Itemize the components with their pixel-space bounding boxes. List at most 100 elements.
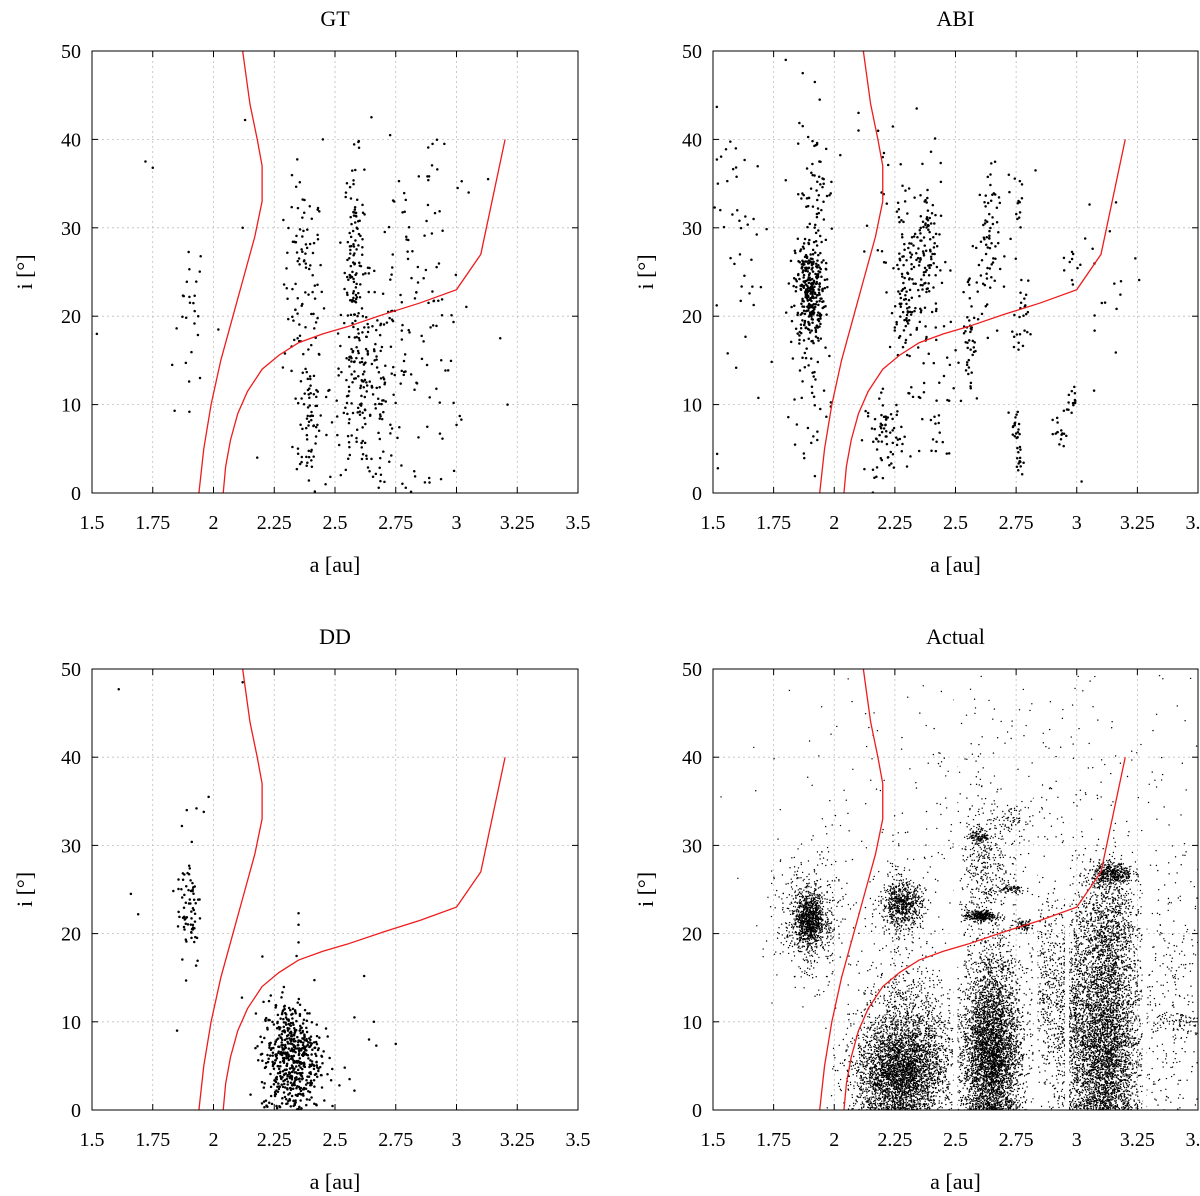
- data-point: [282, 1082, 286, 1086]
- data-point: [913, 309, 916, 313]
- data-point: [910, 296, 914, 300]
- data-point: [310, 418, 313, 422]
- data-point: [810, 299, 813, 303]
- data-point: [353, 262, 357, 265]
- data-point: [284, 1046, 288, 1049]
- data-point: [394, 401, 397, 405]
- data-point: [305, 246, 309, 250]
- data-point: [819, 910, 821, 912]
- data-point: [929, 902, 932, 904]
- data-point: [198, 917, 202, 920]
- x-tick-label: 1.75: [135, 1129, 170, 1151]
- data-point: [885, 898, 888, 901]
- data-point: [794, 920, 796, 922]
- data-point: [815, 212, 819, 216]
- data-point: [919, 215, 923, 218]
- data-point: [798, 925, 801, 927]
- data-point: [724, 148, 728, 151]
- data-point: [782, 951, 784, 953]
- data-point: [908, 919, 911, 921]
- data-point: [895, 899, 897, 901]
- data-point: [908, 288, 912, 292]
- data-point: [814, 239, 818, 243]
- data-point: [298, 1003, 302, 1006]
- data-point: [289, 1008, 292, 1012]
- data-point: [302, 403, 306, 406]
- data-point: [806, 948, 808, 951]
- data-point: [997, 230, 1000, 234]
- data-point: [302, 1018, 306, 1021]
- data-point: [305, 370, 308, 374]
- data-point: [431, 290, 434, 293]
- data-point: [298, 1105, 301, 1109]
- data-point: [794, 894, 797, 897]
- data-point: [420, 357, 424, 361]
- data-point: [807, 281, 811, 285]
- data-point: [880, 458, 884, 462]
- data-point: [404, 486, 408, 489]
- data-point: [312, 1041, 316, 1044]
- data-point: [308, 375, 312, 378]
- data-point: [292, 1034, 296, 1037]
- data-point: [417, 436, 420, 439]
- data-point: [293, 1080, 296, 1083]
- data-point: [308, 242, 312, 246]
- data-point: [297, 941, 300, 944]
- data-point: [310, 312, 313, 316]
- data-point: [815, 300, 819, 304]
- data-point: [860, 1079, 862, 1081]
- data-point: [435, 387, 438, 391]
- data-point: [427, 476, 431, 480]
- data-point: [816, 899, 818, 902]
- data-point: [815, 885, 817, 887]
- data-point: [336, 332, 340, 335]
- data-point: [279, 1050, 283, 1054]
- data-point: [925, 201, 928, 204]
- data-point: [802, 276, 805, 279]
- data-point: [345, 291, 349, 295]
- data-point: [826, 884, 829, 887]
- data-point: [810, 938, 813, 940]
- data-point: [912, 937, 914, 939]
- data-point: [344, 468, 348, 472]
- data-point: [353, 252, 356, 255]
- data-point: [359, 386, 362, 390]
- data-point: [848, 955, 850, 957]
- data-point: [787, 947, 790, 949]
- data-point: [828, 928, 830, 930]
- data-point: [820, 885, 822, 888]
- data-point: [357, 351, 360, 355]
- data-point: [183, 918, 187, 921]
- data-point: [804, 895, 807, 898]
- data-point: [314, 442, 317, 445]
- data-point: [1056, 430, 1059, 434]
- data-point: [1017, 422, 1021, 426]
- data-point: [804, 913, 807, 915]
- data-point: [807, 315, 811, 318]
- data-point: [896, 927, 898, 929]
- data-point: [348, 445, 351, 449]
- data-point: [926, 209, 930, 212]
- data-point: [919, 917, 922, 920]
- data-point: [912, 265, 916, 269]
- data-point: [822, 947, 825, 950]
- data-point: [892, 266, 895, 270]
- x-tick-label: 1.75: [756, 512, 791, 534]
- data-point: [803, 351, 807, 355]
- data-point: [888, 933, 891, 935]
- data-point: [825, 864, 827, 867]
- data-point: [1022, 461, 1025, 465]
- data-point: [866, 415, 870, 418]
- data-point: [819, 945, 822, 947]
- data-point: [830, 227, 834, 230]
- data-point: [813, 174, 816, 177]
- data-point: [269, 1094, 273, 1098]
- data-point: [486, 177, 490, 181]
- data-point: [1076, 266, 1079, 270]
- data-point: [801, 903, 803, 905]
- data-point: [825, 313, 828, 316]
- data-point: [797, 947, 799, 949]
- data-point: [279, 1052, 283, 1056]
- data-point: [315, 1023, 319, 1026]
- data-point: [281, 1085, 285, 1089]
